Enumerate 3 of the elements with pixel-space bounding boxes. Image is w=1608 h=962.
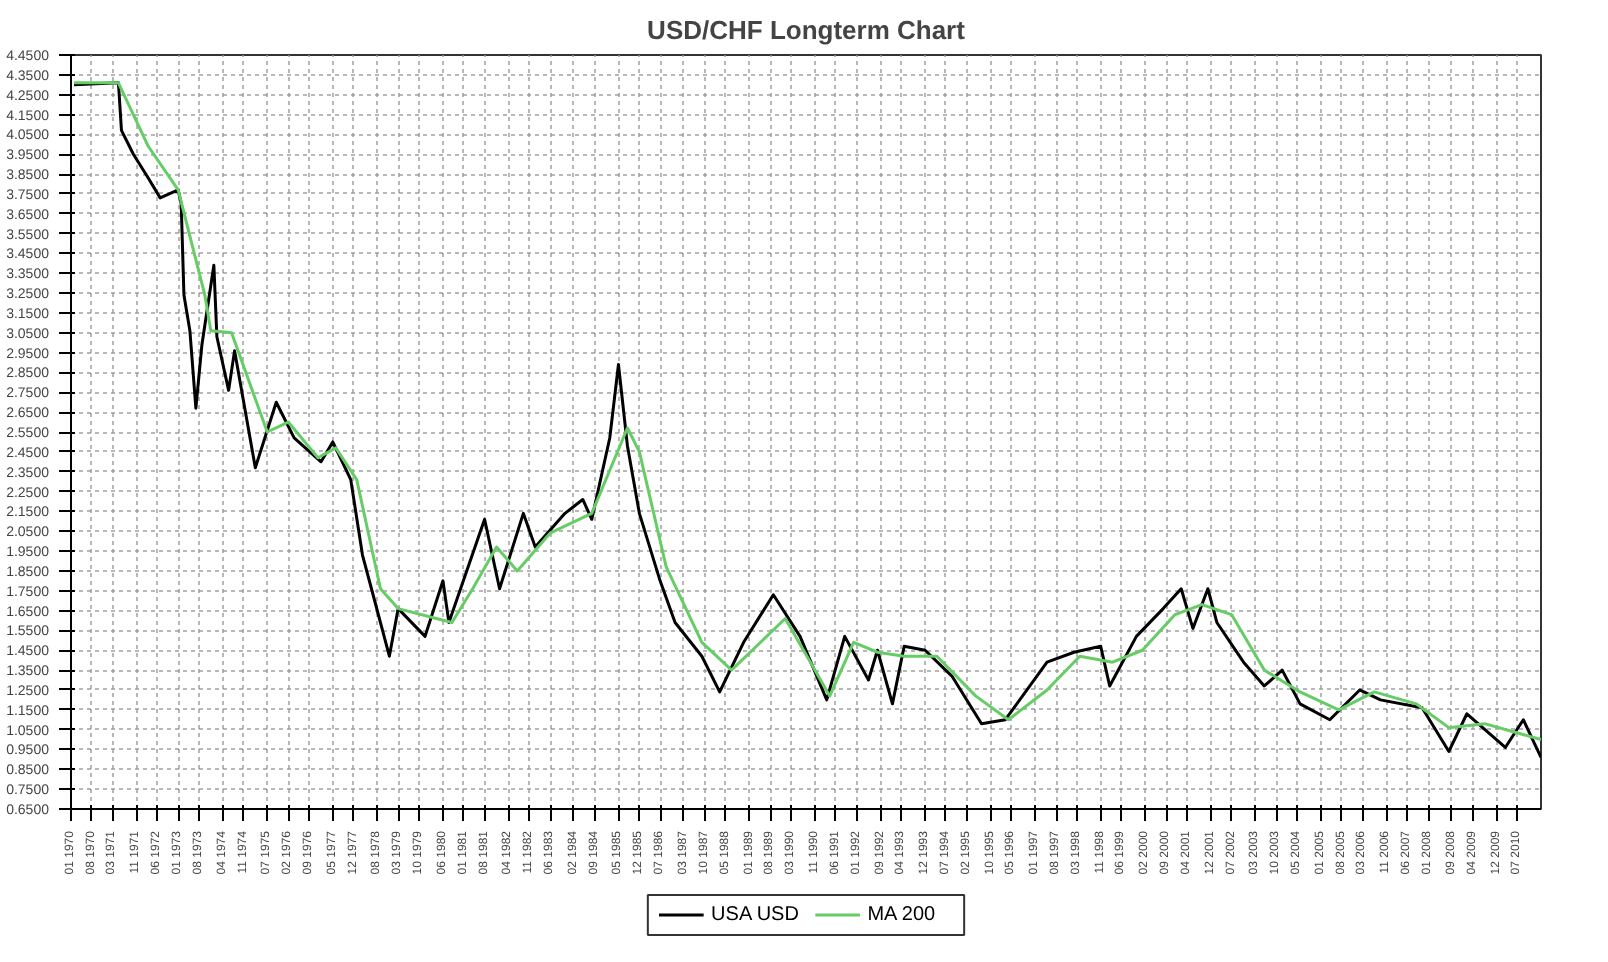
chart-title: USD/CHF Longterm Chart: [647, 15, 967, 45]
legend-label: MA 200: [867, 904, 937, 926]
legend-label: USA USD: [711, 904, 799, 926]
